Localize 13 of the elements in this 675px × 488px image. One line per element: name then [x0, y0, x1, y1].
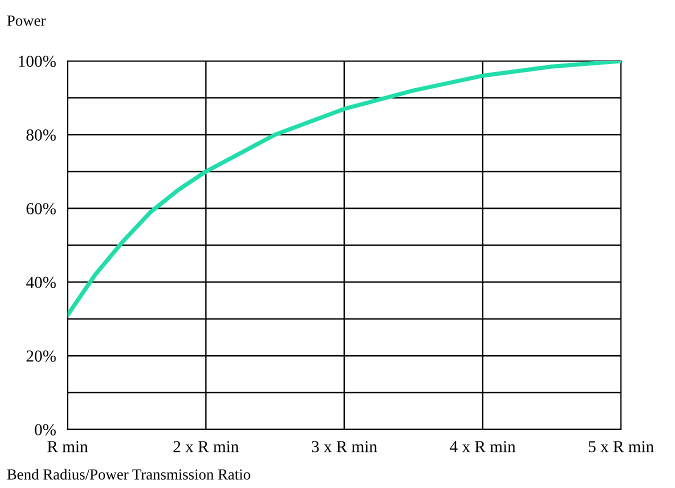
x-tick-label: 5 x R min: [588, 441, 654, 452]
y-axis-title: Power: [7, 16, 46, 26]
y-tick-label: 100%: [18, 56, 56, 67]
y-tick-label: 40%: [26, 276, 56, 288]
x-tick-label: 3 x R min: [312, 441, 378, 452]
y-tick-label: 0%: [34, 424, 56, 436]
y-tick-label: 60%: [26, 203, 56, 214]
y-tick-label: 20%: [26, 350, 56, 362]
y-tick-label: 80%: [26, 129, 56, 141]
x-tick-label: R min: [47, 441, 88, 452]
x-tick-label: 2 x R min: [174, 441, 239, 452]
x-tick-label: 4 x R min: [450, 441, 516, 452]
x-axis-title: Bend Radius/Power Transmission Ratio: [7, 468, 250, 480]
